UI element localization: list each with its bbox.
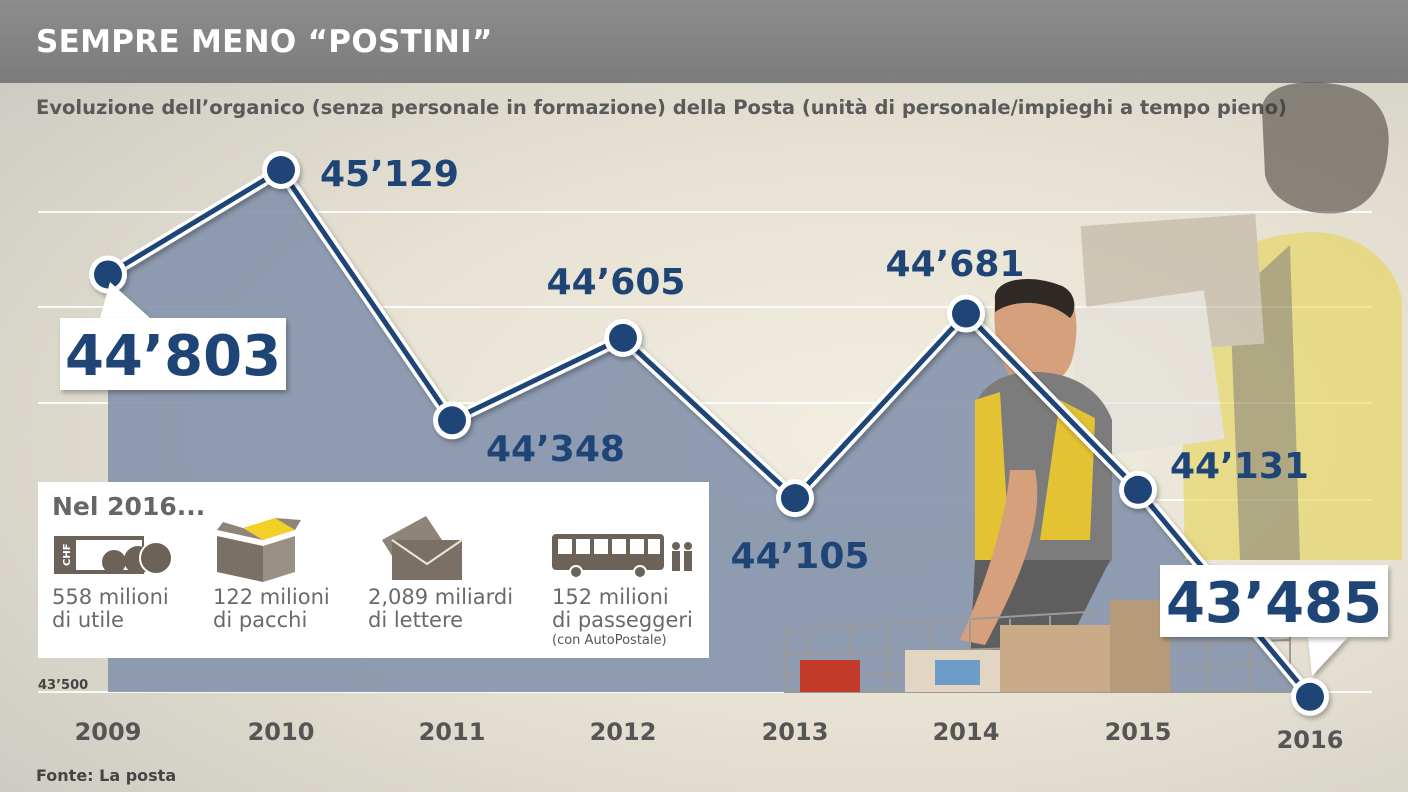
data-label-2011: 44’348 (486, 429, 625, 470)
callout-pointer (1308, 637, 1348, 676)
info-text-passengers: 152 milioni di passeggeri (con AutoPosta… (552, 585, 693, 649)
postal-workers-illustration (784, 82, 1402, 693)
data-label-2009: 44’803 (65, 324, 281, 389)
info-item-passengers: 152 milioni di passeggeri (con AutoPosta… (552, 516, 712, 656)
info-box-title: Nel 2016... (52, 492, 206, 521)
series-line (105, 167, 1313, 700)
data-label-2015: 44’131 (1170, 446, 1309, 487)
data-point-2015: 44’131 (1119, 446, 1309, 509)
data-point-2011: 44’348 (433, 401, 625, 470)
x-tick-2013: 2013 (762, 718, 829, 746)
coins-banknote-icon: CHF (54, 536, 173, 575)
parcel-box-icon (217, 518, 301, 582)
data-point-2016: 43’485 (1160, 565, 1388, 716)
point-marker (94, 260, 122, 289)
info-text-letters: 2,089 miliardi di lettere (368, 585, 514, 632)
point-marker (781, 484, 809, 513)
point-marker (609, 323, 637, 352)
data-label-2014: 44’681 (886, 244, 1025, 285)
data-marks: 44’803 45’129 44’348 44’605 44’105 44’681 44’1… (60, 151, 1388, 716)
info-item-profit: CHF 558 milioni di utile (52, 516, 212, 656)
data-point-2012: 44’605 (547, 262, 686, 357)
x-tick-2016: 2016 (1277, 726, 1344, 754)
chart-subtitle: Evoluzione dell’organico (senza personal… (36, 96, 1287, 119)
data-label-2013: 44’105 (731, 536, 870, 577)
chart-title: SEMPRE MENO “POSTINI” (36, 24, 493, 60)
data-label-2012: 44’605 (547, 262, 686, 303)
x-tick-2015: 2015 (1105, 718, 1172, 746)
callout-pointer (100, 282, 150, 318)
x-axis-ticks: 2009 2010 2011 2012 2013 2014 2015 2016 (75, 718, 1344, 754)
point-marker (1124, 475, 1152, 504)
info-item-parcels: 122 milioni di pacchi (213, 516, 373, 656)
title-bar: SEMPRE MENO “POSTINI” (0, 0, 1408, 83)
point-marker (952, 299, 980, 328)
data-point-2009: 44’803 (60, 255, 286, 390)
info-item-letters: 2,089 miliardi di lettere (368, 516, 528, 656)
x-tick-2010: 2010 (248, 718, 315, 746)
data-label-2016: 43’485 (1166, 571, 1382, 636)
point-marker (1296, 682, 1324, 711)
bus-passengers-icon (552, 534, 692, 579)
point-marker (267, 156, 295, 184)
svg-text:CHF: CHF (62, 543, 73, 566)
data-point-2013: 44’105 (731, 479, 870, 577)
x-tick-2012: 2012 (590, 718, 657, 746)
envelope-icon (382, 516, 463, 580)
x-tick-2009: 2009 (75, 718, 142, 746)
info-text-parcels: 122 milioni di pacchi (213, 585, 330, 632)
info-text-profit: 558 milioni di utile (52, 585, 169, 632)
data-point-2010: 45’129 (262, 151, 459, 195)
callout-box (60, 318, 286, 390)
info-box-2016: Nel 2016... CHF 558 milioni di utile 122… (38, 482, 709, 658)
callout-box (1160, 565, 1388, 637)
point-marker (438, 406, 466, 435)
data-point-2014: 44’681 (886, 244, 1025, 333)
x-tick-2014: 2014 (933, 718, 1000, 746)
x-tick-2011: 2011 (419, 718, 486, 746)
data-label-2010: 45’129 (320, 154, 459, 195)
source-note: Fonte: La posta (36, 766, 177, 785)
y-axis-min-label: 43’500 (38, 678, 88, 693)
